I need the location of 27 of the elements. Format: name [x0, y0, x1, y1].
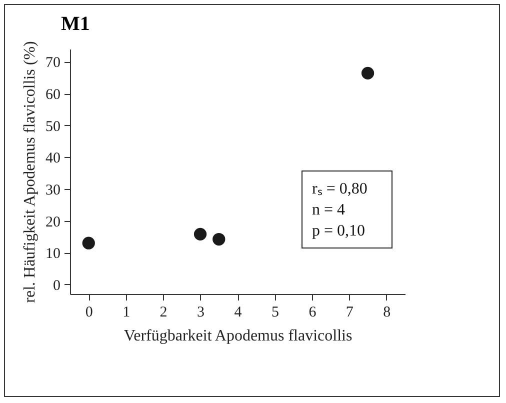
x-tick-label: 0 [85, 304, 93, 320]
chart-title: M1 [61, 13, 90, 36]
annotation: n = 4 [312, 202, 346, 218]
y-tick-label: 50 [46, 118, 60, 135]
x-tick-label: 4 [234, 304, 242, 320]
x-tick-label: 1 [122, 304, 130, 320]
annotation: p = 0,10 [312, 222, 366, 240]
x-tick-label: 3 [197, 304, 205, 320]
x-tick-label: 2 [160, 304, 168, 320]
x-tick-label: 8 [383, 304, 391, 320]
point [212, 232, 226, 246]
y-tick-label: 40 [46, 150, 60, 167]
x-tick-label: 7 [346, 304, 354, 320]
y-tick-label: 0 [53, 278, 60, 294]
point [194, 228, 207, 240]
annotation: rₛ = 0,80 [312, 180, 368, 198]
y-tick-label: 10 [46, 246, 60, 262]
y-tick-label: 70 [46, 55, 60, 72]
point [82, 236, 95, 250]
y-tick-label: 60 [46, 87, 60, 104]
y-tick-label: 20 [46, 214, 60, 230]
x-tick-label: 5 [271, 304, 279, 320]
y-tick-label: 30 [46, 182, 60, 198]
point [361, 66, 374, 80]
x-axis-title: Verfügbarkeit Apodemus flavicollis [124, 328, 352, 344]
y-axis-title: rel. Häufigkeit Apodemus flavicollis (%) [22, 41, 38, 303]
x-tick-label: 6 [308, 304, 317, 320]
